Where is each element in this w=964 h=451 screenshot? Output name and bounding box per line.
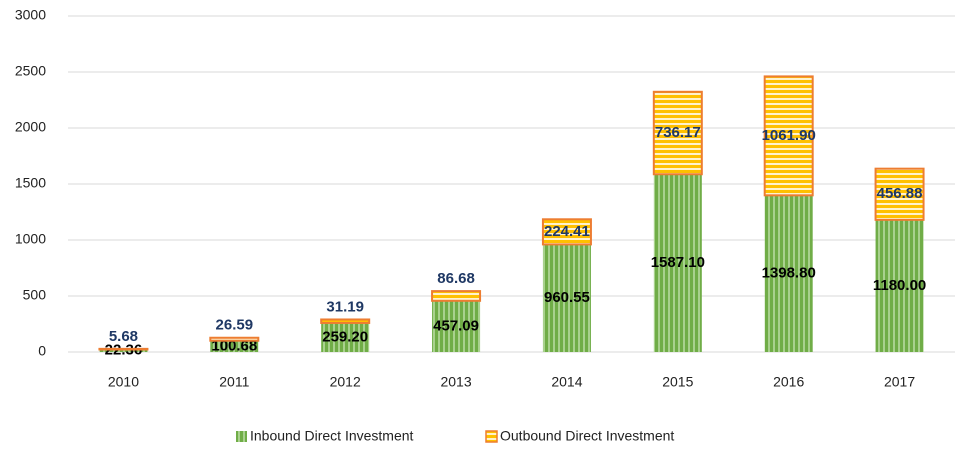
y-tick-label: 2500 xyxy=(15,63,46,79)
x-tick-label: 2017 xyxy=(884,374,915,390)
data-label: 31.19 xyxy=(326,298,364,315)
y-tick-label: 1500 xyxy=(15,175,46,191)
bar-segment xyxy=(542,244,591,352)
y-tick-label: 3000 xyxy=(15,7,46,23)
x-tick-label: 2010 xyxy=(108,374,139,390)
y-tick-label: 1000 xyxy=(15,231,46,247)
x-tick-label: 2013 xyxy=(440,374,471,390)
y-tick-label: 2000 xyxy=(15,119,46,135)
bar-segment xyxy=(874,167,925,221)
bar-segment xyxy=(763,75,814,197)
bar-segment xyxy=(99,349,148,352)
bar-segment xyxy=(209,336,260,342)
data-label: 1180.00 xyxy=(873,277,926,294)
legend-label: Outbound Direct Investment xyxy=(500,428,674,444)
data-label: 1398.80 xyxy=(762,265,816,282)
bar-segment xyxy=(320,318,371,324)
bar-segment xyxy=(541,218,592,246)
data-label: 86.68 xyxy=(437,270,475,287)
data-label: 960.55 xyxy=(544,289,590,306)
legend-label: Inbound Direct Investment xyxy=(250,428,414,444)
bar-segment xyxy=(321,322,370,352)
x-tick-label: 2012 xyxy=(330,374,361,390)
bar-segment xyxy=(875,219,924,352)
x-tick-label: 2015 xyxy=(662,374,693,390)
data-label: 224.41 xyxy=(544,223,590,240)
y-tick-label: 500 xyxy=(23,287,47,303)
bar-segment xyxy=(431,290,482,302)
bar-segment xyxy=(98,347,149,351)
x-tick-label: 2011 xyxy=(219,374,249,390)
bar-segment xyxy=(653,174,702,352)
data-label: 457.09 xyxy=(433,317,479,334)
data-label: 1587.10 xyxy=(651,254,705,271)
data-label: 1061.90 xyxy=(762,127,816,144)
bar-segment xyxy=(652,90,703,176)
data-label: 26.59 xyxy=(216,317,254,334)
x-tick-label: 2014 xyxy=(551,374,582,390)
data-label: 5.68 xyxy=(109,328,138,345)
legend-swatch xyxy=(485,430,498,443)
data-label: 456.88 xyxy=(877,185,923,202)
legend-swatch xyxy=(236,431,247,442)
bar-segment xyxy=(210,340,259,352)
bar-segment xyxy=(432,300,481,352)
x-tick-label: 2016 xyxy=(773,374,804,390)
y-tick-label: 0 xyxy=(38,343,46,359)
data-label: 259.20 xyxy=(322,328,368,345)
data-label: 736.17 xyxy=(655,124,701,141)
bar-segment xyxy=(764,195,813,352)
